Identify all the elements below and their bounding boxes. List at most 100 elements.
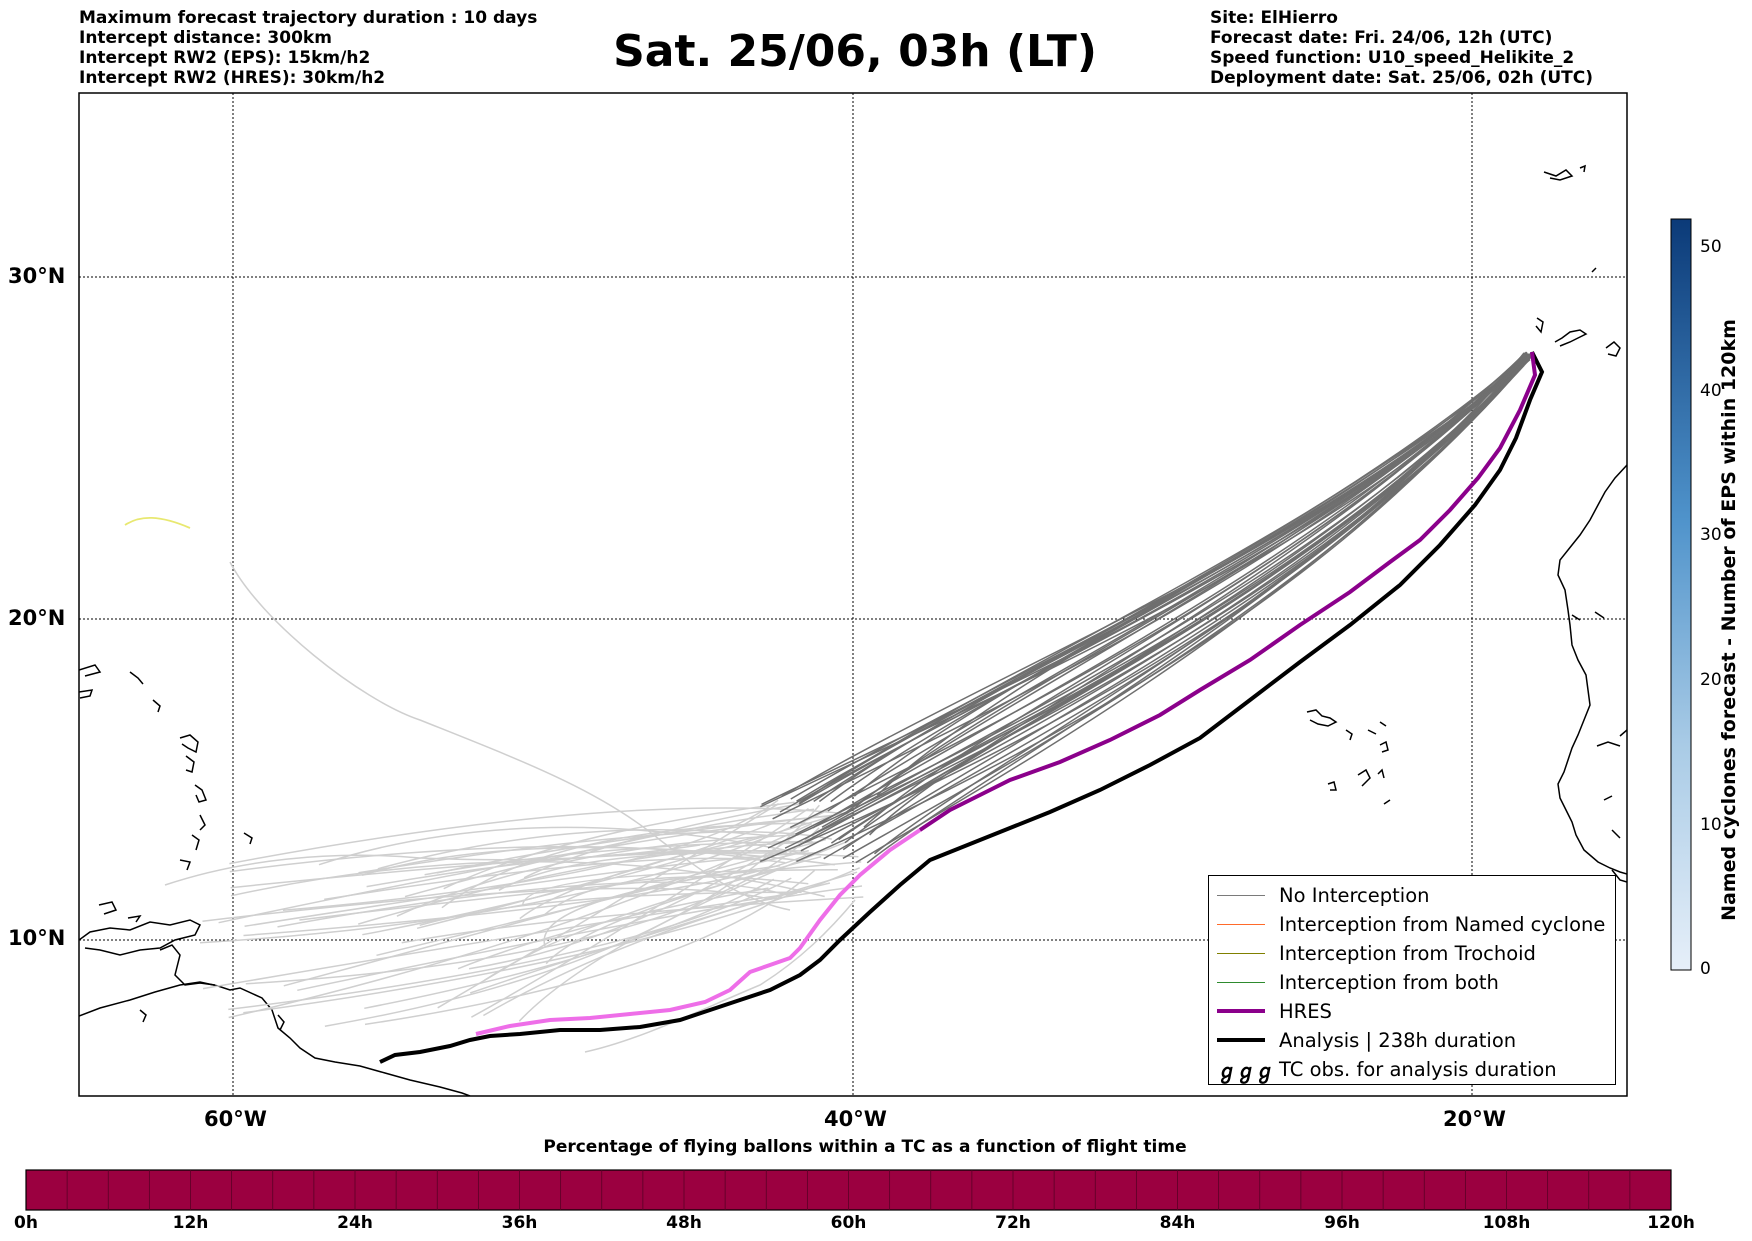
colorbar-tick-50: 50	[1700, 237, 1722, 257]
late-trajectory	[218, 814, 833, 924]
late-trajectory	[396, 834, 799, 917]
late-trajectory	[401, 896, 864, 944]
late-trajectory	[364, 869, 816, 1026]
late-trajectory	[457, 887, 769, 970]
hbar-tick-label: 0h	[14, 1213, 38, 1233]
legend-item-analysis: Analysis | 238h duration	[1217, 1027, 1516, 1053]
coastline-segment	[1557, 464, 1627, 875]
late-trajectory	[318, 826, 811, 866]
header-right-line: Speed function: U10_speed_Helikite_2	[1210, 48, 1575, 68]
header-left-line: Intercept RW2 (EPS): 15km/h2	[79, 48, 371, 68]
coastline-segment	[1605, 341, 1621, 357]
hres-track-early	[918, 351, 1538, 832]
hbar-tick-label: 96h	[1324, 1213, 1360, 1233]
coastline-segment	[243, 832, 253, 845]
legend-swatch	[1217, 894, 1265, 896]
coastline-segment	[1306, 709, 1338, 727]
coastline-segment	[1611, 829, 1621, 839]
coastline-segment	[1594, 611, 1605, 619]
late-trajectory	[324, 804, 820, 1027]
colorbar-tick-10: 10	[1700, 815, 1722, 835]
header-right-line: Deployment date: Sat. 25/06, 02h (UTC)	[1210, 68, 1594, 88]
hbar-tick-label: 72h	[995, 1213, 1031, 1233]
legend-item-no-interception: No Interception	[1217, 882, 1430, 908]
legend-item-tc-obs: ℊℊℊ TC obs. for analysis duration	[1217, 1056, 1557, 1083]
legend-label: Interception from both	[1279, 970, 1499, 994]
page-title: Sat. 25/06, 03h (LT)	[613, 26, 1097, 77]
lat-label-20n: 20°N	[8, 606, 66, 630]
coastline-segment	[1327, 781, 1337, 791]
coastline-segment	[1543, 169, 1574, 181]
late-trajectory	[443, 801, 795, 890]
hbar-tick-label: 84h	[1159, 1213, 1196, 1233]
eps-trajectory	[772, 352, 1532, 820]
colorbar-tick-0: 0	[1700, 959, 1711, 979]
coastline-segment	[152, 699, 161, 713]
eps-trajectory	[838, 358, 1527, 841]
late-trajectory	[543, 876, 809, 916]
vertical-colorbar	[1670, 218, 1692, 971]
late-trajectory	[299, 861, 862, 921]
legend-label: TC obs. for analysis duration	[1279, 1057, 1557, 1081]
coastline-segment	[194, 784, 208, 803]
coastline-segment	[127, 914, 142, 923]
lat-label-10n: 10°N	[8, 926, 66, 950]
hbar-tick-label: 36h	[501, 1213, 538, 1233]
hbar-tick-label: 108h	[1482, 1213, 1531, 1233]
eps-trajectories	[759, 351, 1533, 864]
main-trajectories	[379, 351, 1545, 1064]
late-trajectory	[437, 803, 779, 1009]
late-trajectory	[164, 844, 701, 886]
coastline-segment	[1383, 799, 1391, 805]
late-trajectory	[404, 808, 815, 898]
coastline-segment	[1603, 795, 1613, 801]
horizontal-colorbar-divisions	[66, 1170, 1631, 1210]
coastline-segment	[159, 944, 216, 986]
coastline-segment	[79, 664, 102, 677]
coastline-segment	[277, 1014, 285, 1031]
coastline-segment	[1357, 768, 1371, 787]
coastline-segment	[1554, 329, 1588, 347]
hbar-tick-label: 48h	[666, 1213, 702, 1233]
coastline-segment	[1379, 740, 1389, 753]
header-info-right: Site: ElHierro Forecast date: Fri. 24/06,…	[1210, 8, 1593, 88]
coastline-segment	[79, 689, 94, 699]
analysis-track	[379, 351, 1545, 1064]
legend-swatch	[1217, 1038, 1265, 1042]
header-info-left: Maximum forecast trajectory duration : 1…	[79, 8, 537, 88]
legend-swatch	[1217, 1009, 1265, 1013]
coastline-segment	[179, 734, 199, 754]
header-left-line: Intercept RW2 (HRES): 30km/h2	[79, 68, 386, 88]
header-left-line: Intercept distance: 300km	[79, 28, 332, 48]
coastline-segment	[1345, 729, 1353, 741]
legend-item-named-cyclone: Interception from Named cyclone	[1217, 911, 1605, 937]
coastline-segment	[139, 1009, 147, 1023]
horizontal-colorbar-title: Percentage of flying ballons within a TC…	[543, 1137, 1187, 1157]
late-trajectory	[361, 846, 835, 877]
legend-label: Interception from Trochoid	[1279, 941, 1536, 965]
late-trajectory	[283, 838, 827, 987]
colorbar-tick-40: 40	[1700, 381, 1722, 401]
late-trajectory	[469, 871, 858, 994]
header-right-line: Site: ElHierro	[1210, 8, 1338, 28]
coastline-segment	[199, 814, 206, 831]
late-trajectory	[229, 561, 791, 911]
coastlines	[79, 164, 1627, 1096]
lat-label-30n: 30°N	[8, 264, 66, 288]
late-trajectory	[377, 828, 768, 870]
late-trajectory	[199, 809, 829, 944]
coastline-segment	[1535, 317, 1544, 334]
hbar-tick-label: 24h	[337, 1213, 373, 1233]
late-trajectory	[282, 799, 779, 912]
coastline-segment	[179, 859, 192, 871]
coastline-segment	[1579, 164, 1586, 173]
colorbar-tick-20: 20	[1700, 670, 1722, 690]
header-right-line: Forecast date: Fri. 24/06, 12h (UTC)	[1210, 28, 1553, 48]
coastline-segment	[1367, 729, 1377, 735]
hbar-tick-label: 120h	[1647, 1213, 1695, 1233]
outlier-trajectory	[124, 516, 191, 529]
coastline-segment	[98, 901, 118, 915]
legend-swatch	[1217, 952, 1265, 954]
map-legend: No Interception Interception from Named …	[1208, 875, 1616, 1085]
lon-label-40w: 40°W	[824, 1107, 887, 1131]
